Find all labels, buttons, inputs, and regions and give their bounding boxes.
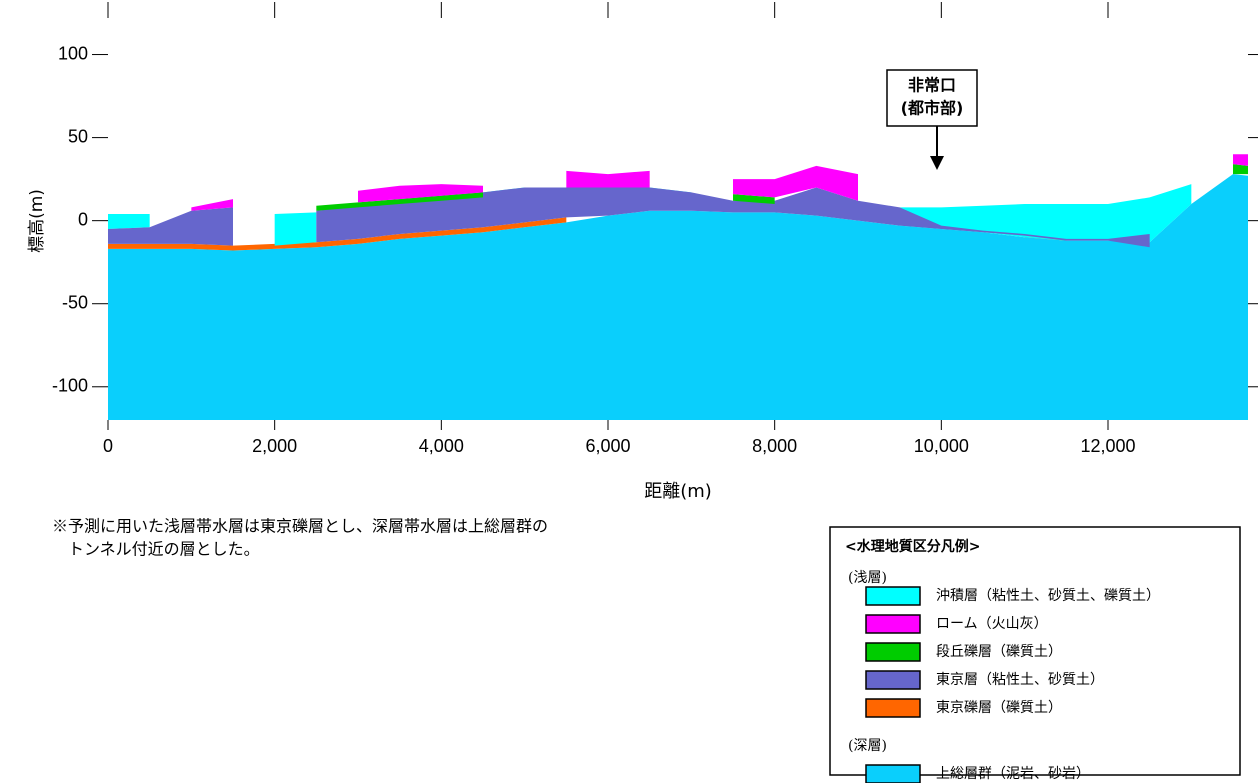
legend-title: <水理地質区分凡例> [845,538,980,555]
layer-area [1233,154,1248,166]
layer-area [108,214,150,229]
x-tick-label: 10,000 [914,436,969,456]
legend-group: (深層) [848,738,887,754]
chart: 標高(m) 距離(m) 非常口 (都市部) ※予測に用いた浅層帯水層は東京礫層と… [0,0,1258,783]
y-axis-label: 標高(m) [27,189,47,253]
note: ※予測に用いた浅層帯水層は東京礫層とし、深層帯水層は上総層群の [52,517,548,536]
x-tick-label: 8,000 [752,436,797,456]
note: トンネル付近の層とした。 [68,540,260,559]
x-tick-label: 4,000 [419,436,464,456]
legend-label: 沖積層（粘性土、砂質土、礫質土） [936,588,1160,604]
y-tick-label: -50 [62,292,88,312]
annotation-arrowhead [930,156,944,170]
legend-swatch [866,765,920,783]
legend-label: 段丘礫層（礫質土） [936,644,1062,660]
legend-swatch [866,699,920,717]
legend-swatch [866,587,920,605]
x-tick-label: 2,000 [252,436,297,456]
layers [108,154,1248,420]
y-tick-label: 50 [68,126,88,146]
y-tick-label: 0 [78,209,88,229]
legend-label: 東京層（粘性土、砂質土） [936,672,1104,688]
layer-area [1233,164,1248,174]
layer-area [566,171,649,188]
layer-area [275,212,317,245]
x-tick-label: 12,000 [1080,436,1135,456]
y-tick-label: 100 [58,43,88,63]
x-axis-label: 距離(m) [644,481,712,502]
annotation-text: 非常口 [908,76,956,95]
legend-label: 東京礫層（礫質土） [936,700,1062,716]
legend-label: 上総層群（泥岩、砂岩） [936,766,1090,782]
legend-swatch [866,615,920,633]
x-tick-label: 6,000 [585,436,630,456]
annotation-text: (都市部) [901,99,964,118]
legend-group: (浅層) [848,570,887,586]
legend-swatch [866,643,920,661]
y-tick-label: -100 [52,376,88,396]
legend-swatch [866,671,920,689]
legend-label: ローム（火山灰） [936,616,1048,632]
x-tick-label: 0 [103,436,113,456]
